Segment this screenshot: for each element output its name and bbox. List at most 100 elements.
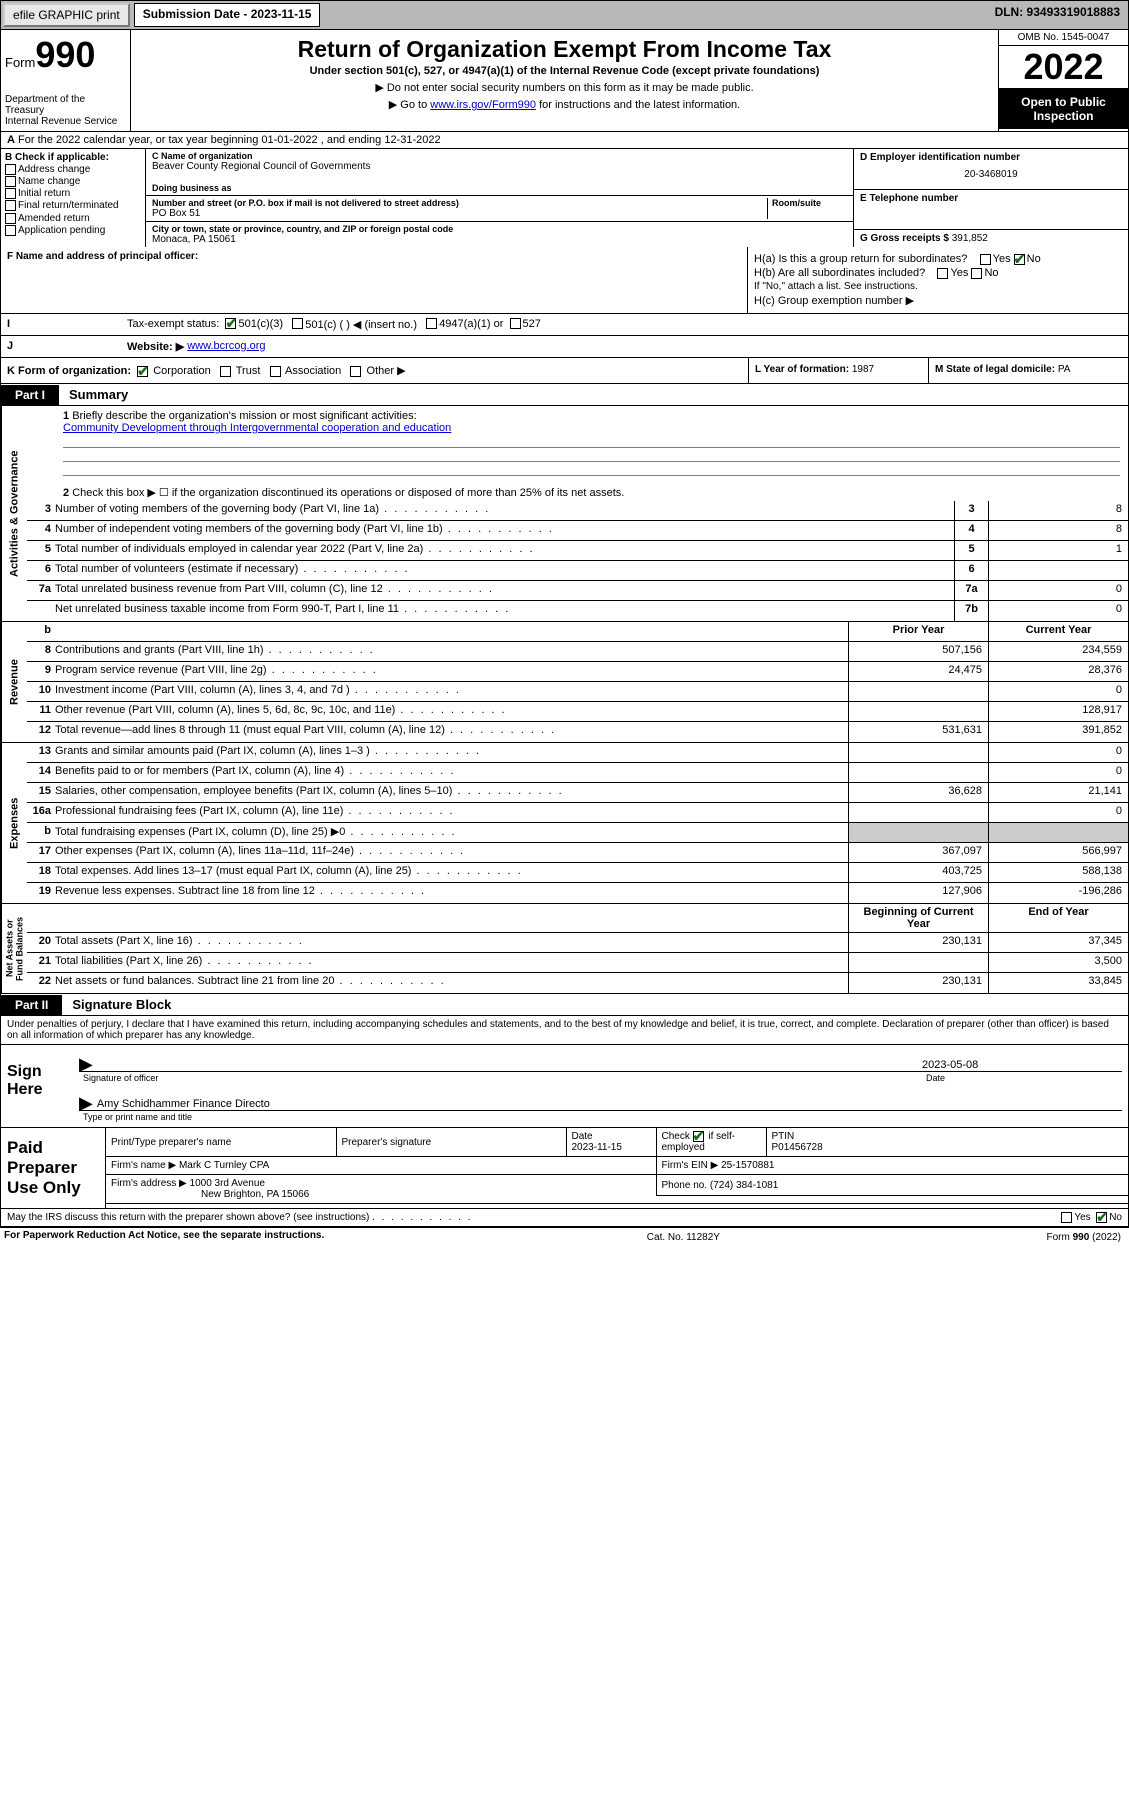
side-expenses: Expenses [1,743,27,903]
tax-exempt-label: Tax-exempt status: [127,318,219,331]
form-footer: Form 990 (2022) [1043,1230,1125,1245]
firm-addr2: New Brighton, PA 15066 [111,1189,309,1200]
pp-date: 2023-11-15 [572,1142,622,1153]
q2-text: Check this box ▶ ☐ if the organization d… [72,487,624,499]
org-address: PO Box 51 [152,208,767,219]
addr-label: Number and street (or P.O. box if mail i… [152,198,767,208]
firm-addr1: 1000 3rd Avenue [190,1178,265,1189]
sig-date: 2023-05-08 [922,1059,1122,1071]
line-21: 21 Total liabilities (Part X, line 26) 3… [27,953,1128,973]
part1-header: Part I Summary [0,384,1129,406]
perjury-declaration: Under penalties of perjury, I declare th… [0,1016,1129,1045]
form-header: Form990 Department of the Treasury Inter… [0,30,1129,132]
line-20: 20 Total assets (Part X, line 16) 230,13… [27,933,1128,953]
ein-label: D Employer identification number [860,152,1122,163]
line-7a: 7a Total unrelated business revenue from… [27,581,1128,601]
line-15: 15 Salaries, other compensation, employe… [27,783,1128,803]
dln: DLN: 93493319018883 [987,1,1128,29]
open-to-public: Open to Public Inspection [999,89,1128,129]
discuss-row: May the IRS discuss this return with the… [0,1209,1129,1227]
line-10: 10 Investment income (Part VIII, column … [27,682,1128,702]
line-14: 14 Benefits paid to or for members (Part… [27,763,1128,783]
line-22: 22 Net assets or fund balances. Subtract… [27,973,1128,993]
row-i: I Tax-exempt status: 501(c)(3) 501(c) ( … [0,314,1129,336]
efile-topbar: efile GRAPHIC print Submission Date - 20… [0,0,1129,30]
part1-netassets: Net Assets or Fund Balances Beginning of… [0,904,1129,994]
gross-receipts-label: G Gross receipts $ [860,233,949,244]
officer-name: Amy Schidhammer Finance Directo [97,1098,270,1110]
q1-label: Briefly describe the organization's miss… [72,410,416,422]
part1-revenue: Revenue b Prior Year Current Year 8 Cont… [0,622,1129,743]
ptin: P01456728 [772,1142,823,1153]
sig-date-label: Date [922,1072,1122,1084]
side-activities: Activities & Governance [1,406,27,621]
line-8: 8 Contributions and grants (Part VIII, l… [27,642,1128,662]
cat-no: Cat. No. 11282Y [324,1230,1042,1245]
org-name: Beaver County Regional Council of Govern… [152,161,847,172]
gross-receipts: 391,852 [952,233,988,244]
line-6: 6 Total number of volunteers (estimate i… [27,561,1128,581]
form-title: Return of Organization Exempt From Incom… [137,36,992,63]
website-link[interactable]: www.bcrcog.org [187,340,265,353]
dept-treasury: Department of the Treasury Internal Reve… [5,94,126,127]
part2-header: Part II Signature Block [0,994,1129,1016]
efile-print-button[interactable]: efile GRAPHIC print [3,3,130,27]
page-footer: For Paperwork Reduction Act Notice, see … [0,1227,1129,1247]
col-current: Current Year [988,622,1128,641]
row-j: J Website: ▶ www.bcrcog.org [0,336,1129,358]
line-4: 4 Number of independent voting members o… [27,521,1128,541]
firm-name: Mark C Turnley CPA [179,1160,269,1171]
sig-officer-label: Signature of officer [79,1072,922,1084]
line-3: 3 Number of voting members of the govern… [27,501,1128,521]
side-netassets: Net Assets or Fund Balances [1,904,27,993]
line-16a: 16a Professional fundraising fees (Part … [27,803,1128,823]
officer-name-label: Type or print name and title [79,1111,1122,1123]
line-9: 9 Program service revenue (Part VIII, li… [27,662,1128,682]
identity-grid: B Check if applicable: Address change Na… [0,149,1129,247]
line-18: 18 Total expenses. Add lines 13–17 (must… [27,863,1128,883]
pp-self-employed: Check if self-employed [656,1128,766,1157]
firm-phone: (724) 384-1081 [710,1180,778,1191]
row-a-tax-year: A For the 2022 calendar year, or tax yea… [0,132,1129,149]
sign-here-label: Sign Here [1,1045,73,1127]
org-city: Monaca, PA 15061 [152,234,847,245]
phone-label: E Telephone number [860,193,1122,204]
line-12: 12 Total revenue—add lines 8 through 11 … [27,722,1128,742]
form-subtitle: Under section 501(c), 527, or 4947(a)(1)… [137,65,992,77]
pp-sig-label: Preparer's signature [336,1128,566,1157]
line-19: 19 Revenue less expenses. Subtract line … [27,883,1128,903]
line-17: 17 Other expenses (Part IX, column (A), … [27,843,1128,863]
irs-link[interactable]: www.irs.gov/Form990 [430,99,536,111]
submission-date: Submission Date - 2023-11-15 [134,3,321,27]
col-end: End of Year [988,904,1128,932]
mission-text[interactable]: Community Development through Intergover… [63,422,451,434]
row-fh: F Name and address of principal officer:… [0,247,1129,314]
col-beginning: Beginning of Current Year [848,904,988,932]
city-label: City or town, state or province, country… [152,224,847,234]
paperwork-notice: For Paperwork Reduction Act Notice, see … [4,1230,324,1245]
form-note1: ▶ Do not enter social security numbers o… [137,81,992,94]
part1-activities: Activities & Governance 1 Briefly descri… [0,406,1129,622]
part1-expenses: Expenses 13 Grants and similar amounts p… [0,743,1129,904]
pp-name-label: Print/Type preparer's name [106,1128,336,1157]
paid-preparer-label: Paid Preparer Use Only [1,1128,106,1208]
col-prior: Prior Year [848,622,988,641]
line-5: 5 Total number of individuals employed i… [27,541,1128,561]
sign-here-block: Sign Here ▶ 2023-05-08 Signature of offi… [0,1045,1129,1128]
website-label: Website: ▶ [127,340,184,353]
line-13: 13 Grants and similar amounts paid (Part… [27,743,1128,763]
form-number: Form990 [5,34,126,76]
tax-year: 2022 [999,46,1128,89]
room-label: Room/suite [772,198,847,208]
row-klm: K Form of organization: Corporation Trus… [0,358,1129,384]
form-note2: ▶ Go to www.irs.gov/Form990 for instruct… [137,98,992,111]
line-7b: Net unrelated business taxable income fr… [27,601,1128,621]
omb-number: OMB No. 1545-0047 [999,30,1128,46]
paid-preparer-block: Paid Preparer Use Only Print/Type prepar… [0,1128,1129,1209]
line-11: 11 Other revenue (Part VIII, column (A),… [27,702,1128,722]
firm-ein: 25-1570881 [721,1160,774,1171]
ein: 20-3468019 [860,169,1122,180]
org-name-label: C Name of organization [152,151,847,161]
checkboxes-b: B Check if applicable: Address change Na… [1,149,146,247]
line-b: b Total fundraising expenses (Part IX, c… [27,823,1128,843]
